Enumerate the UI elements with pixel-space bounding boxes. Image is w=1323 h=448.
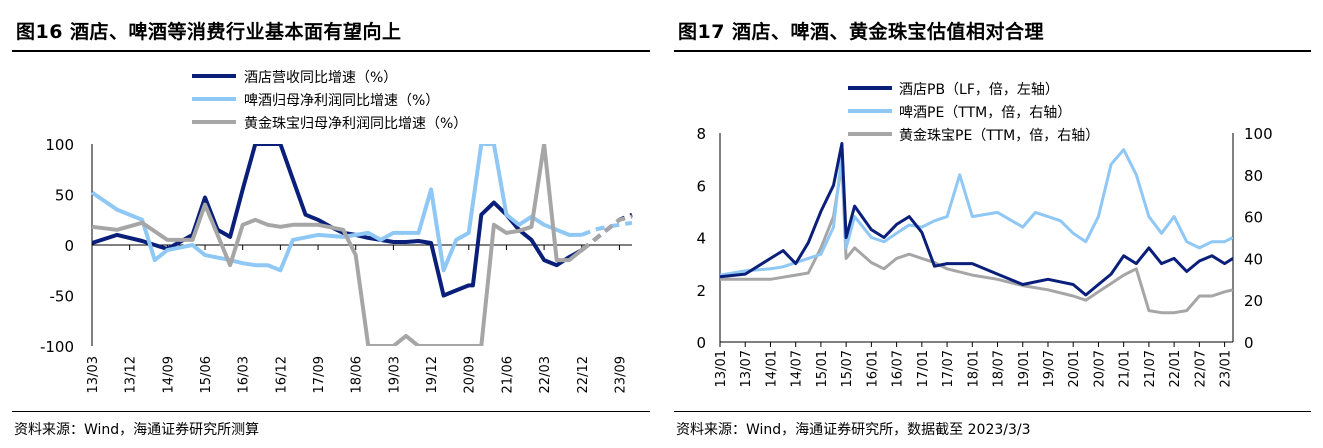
y-tick-label: -50	[50, 288, 75, 306]
x-tick-label: 22/12	[576, 356, 591, 393]
y-tick-label-left: 0	[696, 334, 706, 352]
y-tick-label-right: 60	[1244, 209, 1263, 227]
x-tick-label: 14/01	[764, 350, 779, 387]
chart-title: 图16 酒店、啤酒等消费行业基本面有望向上	[16, 21, 402, 43]
x-tick-label: 15/01	[815, 350, 830, 387]
x-tick-label: 14/07	[790, 350, 805, 387]
series-solid-segment	[90, 144, 582, 273]
series-solid-segment	[91, 144, 584, 346]
y-tick-label-left: 8	[696, 125, 706, 143]
x-tick-label: 18/01	[966, 350, 981, 387]
series-line-jewelry	[720, 162, 1233, 315]
legend-label: 啤酒归母净利润同比增速（%）	[244, 92, 439, 109]
legend-label: 酒店PB（LF，倍，左轴）	[899, 82, 1059, 98]
x-tick-label: 13/12	[124, 356, 139, 393]
x-tick-label: 21/07	[1143, 350, 1158, 387]
x-tick-label: 21/01	[1118, 350, 1133, 387]
series-line-beer	[720, 148, 1233, 277]
x-tick-label: 19/07	[1042, 350, 1057, 387]
series-solid-segment	[91, 144, 583, 298]
y-tick-label-left: 4	[696, 230, 706, 248]
right-chart-panel: 图17 酒店、啤酒、黄金珠宝估值相对合理 8 6 4 2 0 100 80 60 40 20 0 13…	[662, 0, 1323, 448]
x-tick-label: 23/09	[613, 356, 628, 393]
x-tick-label: 21/06	[500, 356, 515, 393]
x-tick-label: 17/07	[941, 350, 956, 387]
y-tick-label-right: 20	[1244, 292, 1263, 310]
y-tick-label-right: 80	[1244, 167, 1263, 185]
y-tick-label: 50	[55, 187, 74, 205]
x-tick-label: 22/01	[1168, 350, 1183, 387]
legend-label: 酒店营收同比增速（%）	[244, 70, 397, 86]
x-tick-label: 13/03	[86, 356, 101, 393]
x-tick-label: 18/06	[350, 356, 365, 393]
x-tick-label: 22/07	[1193, 350, 1208, 387]
series-forecast-segment	[580, 214, 633, 252]
x-tick-label: 16/01	[865, 350, 880, 387]
x-tick-label: 16/03	[237, 356, 252, 393]
legend-label: 啤酒PE（TTM，倍，右轴）	[899, 105, 1071, 121]
x-tick-label: 17/01	[916, 350, 931, 387]
y-tick-label: 100	[45, 136, 74, 154]
left-chart-plot: 100 50 0 -50 -100 13/03 13/12 14/09 15/06 16/03 16…	[40, 70, 633, 393]
x-tick-label: 14/09	[161, 356, 176, 393]
x-tick-label: 19/03	[387, 356, 402, 393]
series-line-beer	[90, 144, 633, 273]
source-note: 资料来源：Wind，海通证券研究所，数据截至 2023/3/3	[676, 422, 1031, 438]
legend-label: 黄金珠宝PE（TTM，倍，右轴）	[899, 127, 1099, 144]
y-tick-label: -100	[40, 338, 74, 356]
x-tick-label: 20/07	[1092, 350, 1107, 387]
title-divider	[674, 50, 1311, 52]
x-tick-label: 22/03	[538, 356, 553, 393]
legend-label: 黄金珠宝归母净利润同比增速（%）	[244, 115, 467, 132]
series-path	[720, 162, 1233, 315]
x-tick-label: 13/01	[714, 350, 729, 387]
x-tick-label: 15/06	[199, 356, 214, 393]
x-tick-label: 19/01	[1017, 350, 1032, 387]
source-note: 资料来源：Wind，海通证券研究所测算	[14, 422, 260, 438]
chart-title: 图17 酒店、啤酒、黄金珠宝估值相对合理	[678, 21, 1045, 43]
x-tick-label: 15/07	[840, 350, 855, 387]
x-tick-label: 16/12	[274, 356, 289, 393]
y-tick-label-right: 100	[1244, 125, 1273, 143]
x-tick-label: 13/07	[739, 350, 754, 387]
series-path	[720, 142, 1233, 297]
x-tick-label: 17/09	[312, 356, 327, 393]
x-tick-label: 23/01	[1219, 350, 1234, 387]
series-line-hotel	[720, 142, 1233, 297]
left-chart-panel: 图16 酒店、啤酒等消费行业基本面有望向上 100 50 0 -50 -100 13/03…	[12, 21, 650, 438]
x-tick-label: 16/07	[891, 350, 906, 387]
y-tick-label-right: 0	[1244, 334, 1254, 352]
title-divider	[12, 50, 650, 52]
source-divider	[674, 411, 1311, 412]
x-tick-label: 19/12	[425, 356, 440, 393]
y-tick-label-left: 2	[696, 282, 706, 300]
y-tick-label: 0	[64, 237, 74, 255]
y-tick-label-right: 40	[1244, 250, 1263, 268]
series-line-jewelry	[91, 144, 633, 346]
x-tick-label: 18/07	[992, 350, 1007, 387]
y-tick-label-left: 6	[696, 177, 706, 195]
x-tick-label: 20/09	[463, 356, 478, 393]
x-tick-label: 20/01	[1067, 350, 1082, 387]
series-path	[720, 148, 1233, 277]
source-divider	[12, 411, 650, 412]
